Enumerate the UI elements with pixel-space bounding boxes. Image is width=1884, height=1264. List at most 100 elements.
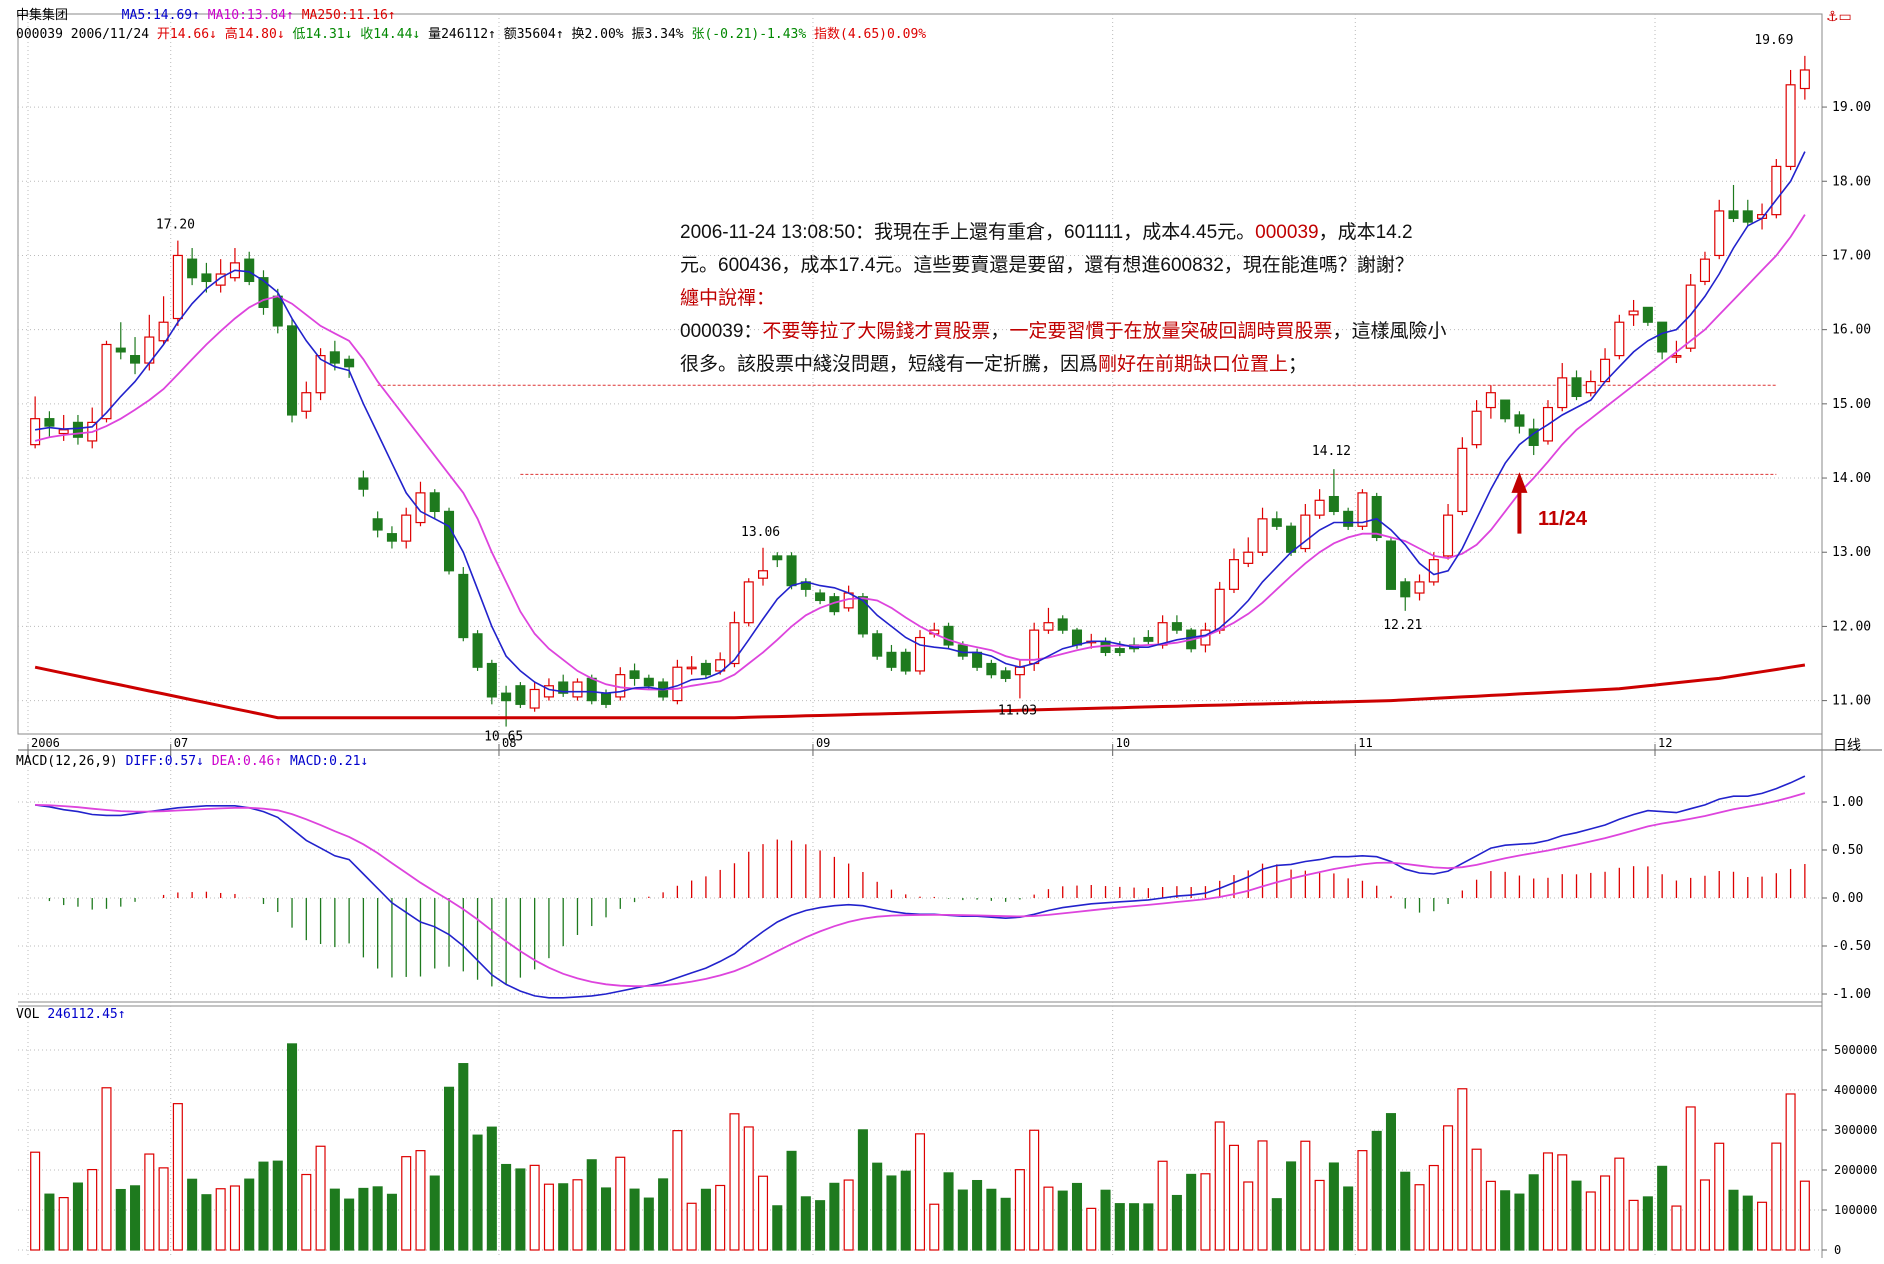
candle-body (1571, 377, 1582, 398)
volume-bar (1343, 1186, 1354, 1251)
volume-bar (1357, 1150, 1368, 1251)
candle-body (957, 644, 968, 657)
volume-bar (1200, 1173, 1211, 1251)
volume-bar (1228, 1144, 1240, 1251)
volume-bar (1785, 1093, 1796, 1251)
vol-tick-label: 200000 (1834, 1163, 1877, 1177)
dea-line (35, 792, 1806, 988)
candle-body (1685, 284, 1696, 349)
date-tick-label: 07 (174, 736, 188, 750)
candle-body (729, 622, 740, 665)
volume-bar (1471, 1148, 1482, 1251)
volume-bar (1571, 1180, 1582, 1251)
candle-body (1057, 618, 1068, 631)
volume-bar (144, 1153, 155, 1251)
ma5-line (34, 151, 1806, 695)
volume-bar (914, 1133, 926, 1251)
anchor-icon[interactable]: ⚓▭ (1826, 8, 1852, 24)
volume-bar (772, 1205, 783, 1251)
volume-bar (1699, 1179, 1710, 1251)
candle-body (1114, 648, 1125, 653)
volume-bar (957, 1189, 968, 1251)
candle-body (629, 670, 640, 679)
candle-body (372, 518, 383, 531)
candle-body (1328, 495, 1339, 513)
candle-body (529, 688, 540, 709)
candle-body (786, 555, 797, 587)
volume-bar (1585, 1191, 1596, 1251)
volume-bar (158, 1167, 169, 1251)
candle-body (743, 581, 754, 624)
volume-bar (1657, 1165, 1668, 1251)
candle-body (1385, 540, 1397, 590)
candle-body (401, 514, 412, 542)
candle-body (1157, 622, 1168, 646)
volume-bar (244, 1178, 255, 1251)
volume-bar (1614, 1157, 1625, 1251)
candle-body (1557, 377, 1568, 409)
price-annotation-label: 12.21 (1383, 618, 1422, 633)
volume-bar (1314, 1179, 1325, 1251)
candle-body (1514, 414, 1525, 427)
candle-body (1585, 380, 1596, 394)
volume-bar (643, 1197, 654, 1251)
volume-bar (1628, 1199, 1639, 1251)
candle-body (600, 692, 612, 705)
volume-bar (543, 1183, 554, 1251)
volume-bar (586, 1159, 597, 1251)
date-tick-label: 11 (1358, 736, 1372, 750)
volume-bar (1685, 1106, 1696, 1251)
candle-body (943, 625, 954, 646)
candle-body (1257, 518, 1268, 553)
volume-bar (344, 1198, 355, 1251)
volume-bar (1000, 1197, 1011, 1251)
vol-label: VOL (16, 1007, 40, 1022)
vol-tick-label: 300000 (1834, 1123, 1877, 1137)
volume-bar (229, 1185, 240, 1251)
candle-body (158, 321, 169, 342)
volume-bar (1300, 1140, 1311, 1251)
candle-body (572, 681, 583, 698)
candle-body (1428, 559, 1439, 583)
volume-bar (1186, 1173, 1197, 1251)
volume-bar (743, 1126, 754, 1251)
macd-dea: DEA:0.46↑ (211, 754, 283, 769)
candle-body (715, 659, 726, 672)
candle-body (1300, 514, 1311, 550)
volume-bar (101, 1087, 112, 1251)
candle-body (1443, 514, 1454, 557)
macd-value: MACD:0.21↓ (289, 754, 369, 769)
ma10-value: MA10:13.84↑ (207, 8, 294, 23)
volume-bar (872, 1162, 883, 1251)
price-tick-label: 17.00 (1832, 248, 1871, 263)
candle-body (543, 685, 554, 698)
candle-body (1714, 210, 1725, 257)
macd-params: MACD(12,26,9) (16, 754, 118, 769)
volume-bar (629, 1188, 640, 1251)
candle-body (1614, 321, 1625, 357)
volume-bar (986, 1188, 997, 1251)
volume-bar (201, 1194, 212, 1251)
candle-body (1228, 559, 1240, 590)
volume-bar (1500, 1190, 1511, 1251)
volume-bar (1542, 1152, 1553, 1251)
macd-diff: DIFF:0.57↓ (125, 754, 204, 769)
open-value: 开14.66↓ (156, 27, 217, 42)
candle-body (1243, 551, 1254, 564)
volume-bar (815, 1200, 826, 1251)
vol-tick-label: 500000 (1834, 1043, 1877, 1057)
volume-bar (1114, 1203, 1125, 1251)
volume-bar (700, 1188, 711, 1251)
annotation-text: 2006-11-24 13:08:50：我現在手上還有重倉，601111，成本4… (680, 216, 1570, 381)
header-line-2: 000039 2006/11/24 开14.66↓ 高14.80↓ 低14.31… (16, 27, 926, 43)
candle-body (1014, 666, 1025, 676)
red-arrow-head (1511, 472, 1528, 493)
ma250-value: MA250:11.16↑ (301, 8, 396, 23)
candle-body (115, 347, 126, 353)
macd-tick-label: 0.50 (1832, 843, 1863, 858)
volume-bar (529, 1164, 540, 1251)
volume-bar (1371, 1130, 1382, 1251)
volume-bar (800, 1196, 811, 1251)
volume-bar (900, 1170, 911, 1251)
candle-body (386, 533, 397, 542)
